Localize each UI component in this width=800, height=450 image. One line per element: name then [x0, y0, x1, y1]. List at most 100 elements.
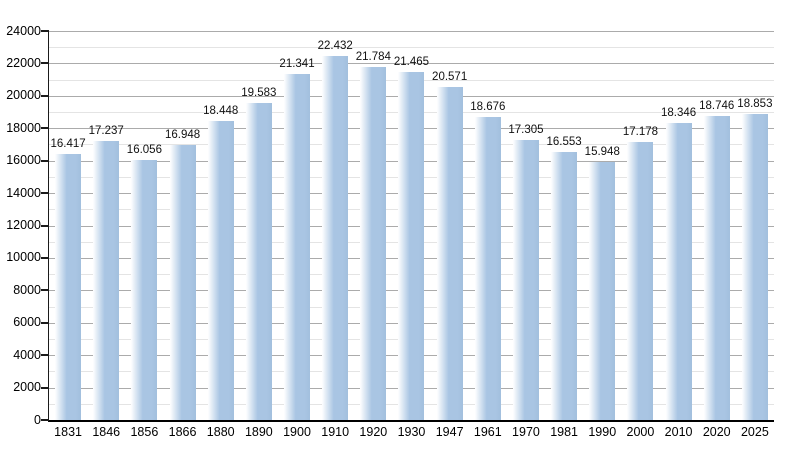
bar-value-label: 21.341 — [279, 58, 315, 71]
y-axis-tick — [41, 127, 49, 130]
bar — [551, 151, 578, 420]
gridline-major — [49, 31, 774, 32]
bar — [627, 141, 654, 420]
bar-slot: 17.178 2000 — [621, 31, 659, 439]
x-axis-tick-label: 1920 — [359, 425, 388, 439]
plot-area: 16.417 1831 17.237 1846 16.056 1856 16.948 1866… — [41, 30, 774, 439]
y-axis-tick-label: 12000 — [6, 218, 41, 232]
x-axis-tick-label: 1981 — [550, 425, 579, 439]
gridline-major — [49, 63, 774, 65]
bar-value-label: 16.553 — [546, 135, 582, 148]
bar-slot: 17.237 1846 — [87, 31, 125, 439]
y-axis-tick-label: 0 — [34, 412, 41, 427]
x-axis-tick-label: 1910 — [321, 425, 350, 439]
bar-slot: 18.676 1961 — [469, 31, 507, 439]
bar-value-label: 21.784 — [355, 50, 391, 63]
x-axis-tick-label: 2025 — [740, 425, 769, 439]
y-axis-tick — [41, 30, 49, 32]
bar-slot: 18.346 2010 — [660, 31, 698, 439]
bar — [665, 122, 692, 420]
bar — [703, 116, 730, 420]
bar — [398, 72, 425, 420]
x-axis-tick-label: 1970 — [512, 425, 540, 439]
y-axis-tick-label: 24000 — [6, 23, 41, 38]
bar — [245, 102, 272, 420]
y-axis-tick-label: 10000 — [6, 250, 41, 265]
bar — [360, 66, 387, 420]
y-axis-tick-label: 8000 — [13, 282, 41, 297]
x-axis-tick-label: 1866 — [168, 425, 197, 439]
bar-value-label: 18.346 — [660, 106, 697, 119]
y-axis-tick-label: 20000 — [6, 88, 41, 103]
y-axis-tick-label: 6000 — [13, 315, 41, 330]
x-axis-tick-label: 1846 — [92, 425, 121, 439]
bar — [284, 74, 311, 420]
bar-value-label: 18.853 — [737, 98, 773, 111]
bar-slot: 20.571 1947 — [431, 31, 469, 439]
bar-value-label: 19.583 — [241, 86, 277, 99]
x-axis-tick-label: 1947 — [435, 425, 464, 439]
bar — [131, 159, 158, 420]
bar-value-label: 21.465 — [393, 56, 430, 69]
x-axis-tick-label: 2010 — [664, 425, 693, 439]
bar-slot: 18.448 1880 — [202, 31, 240, 439]
y-axis-tick-label: 14000 — [6, 185, 41, 200]
bar-slot: 19.583 1890 — [240, 31, 278, 439]
bar — [169, 145, 196, 420]
bar-value-label: 16.948 — [164, 129, 201, 142]
x-axis-tick-label: 1990 — [588, 425, 617, 439]
bar-value-label: 15.948 — [584, 145, 620, 158]
y-axis-tick — [41, 354, 49, 357]
y-axis-tick — [41, 224, 49, 227]
y-axis-tick-label: 16000 — [6, 153, 41, 168]
x-axis-tick-label: 1890 — [244, 425, 273, 439]
bar-slot: 17.305 1970 — [507, 31, 545, 439]
bar-slot: 18.853 2025 — [736, 31, 774, 439]
bar-slot: 21.465 1930 — [392, 31, 430, 439]
x-axis-tick-label: 2000 — [626, 425, 655, 439]
y-axis-tick — [41, 159, 49, 162]
bar-slot: 21.784 1920 — [354, 31, 392, 439]
bar-value-label: 18.746 — [699, 100, 735, 113]
x-axis-tick-label: 1880 — [206, 425, 235, 439]
y-axis-tick — [41, 419, 49, 421]
bar — [322, 56, 349, 420]
y-axis-tick-label: 22000 — [6, 55, 41, 70]
bar-value-label: 17.305 — [508, 123, 544, 136]
bar-series: 16.417 1831 17.237 1846 16.056 1856 16.948 1866… — [49, 31, 774, 439]
y-axis-tick-label: 2000 — [13, 380, 41, 395]
bar-slot: 15.948 1990 — [583, 31, 621, 439]
bar — [512, 139, 539, 420]
bar-value-label: 22.432 — [317, 40, 353, 53]
y-axis-tick — [41, 94, 49, 97]
y-axis-tick-label: 18000 — [6, 120, 41, 135]
y-axis-tick — [41, 256, 49, 259]
bar-slot: 16.948 1866 — [163, 31, 201, 439]
bar — [55, 153, 82, 420]
bar-value-label: 20.571 — [432, 70, 468, 83]
y-axis-tick — [41, 62, 49, 65]
y-axis-tick — [41, 321, 49, 324]
bar-slot: 16.056 1856 — [125, 31, 163, 439]
x-axis-tick-label: 1961 — [473, 425, 502, 439]
bar-value-label: 17.237 — [88, 124, 124, 137]
x-axis-tick-label: 1930 — [397, 425, 426, 439]
x-axis-tick-label: 1900 — [283, 425, 311, 439]
x-axis-tick-label: 2020 — [702, 425, 731, 439]
bar-slot: 18.746 2020 — [698, 31, 736, 439]
bar — [589, 161, 616, 420]
x-axis-tick-label: 1831 — [54, 425, 82, 439]
bar-slot: 16.417 1831 — [49, 31, 87, 439]
bar — [741, 114, 768, 420]
y-axis-tick — [41, 386, 49, 389]
bar — [207, 121, 234, 420]
x-axis-tick-label: 1856 — [130, 425, 159, 439]
bar-value-label: 17.178 — [622, 125, 659, 138]
bar-value-label: 16.417 — [50, 137, 86, 150]
bar — [93, 140, 120, 420]
y-axis-tick — [41, 289, 49, 292]
y-axis-tick-label: 4000 — [13, 347, 41, 362]
y-axis-tick — [41, 192, 49, 195]
gridline-minor — [49, 47, 774, 49]
